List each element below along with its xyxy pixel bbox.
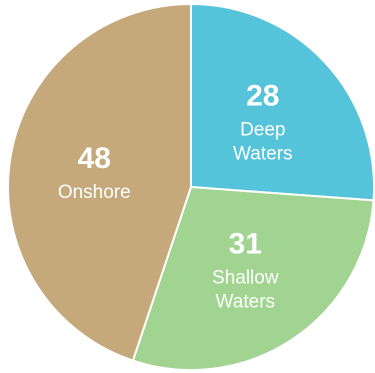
slice-value-label: 48 [78, 142, 111, 175]
slice-category-label: Waters [233, 143, 292, 164]
slice-value-label: 31 [229, 228, 262, 261]
pie-slices [7, 2, 375, 371]
slice-category-label: Onshore [58, 182, 131, 203]
slice-category-label: Deep [240, 119, 285, 140]
slice-value-label: 28 [246, 79, 279, 112]
slice-category-label: Waters [216, 292, 275, 313]
slice-category-label: Shallow [212, 268, 279, 289]
pie-labels: 28 Deep Waters 31 Shallow Waters 48 Onshore [58, 79, 293, 312]
slice-onshore [7, 2, 192, 362]
slice-shallow-waters [131, 185, 375, 371]
slice-deep-waters [190, 2, 375, 202]
